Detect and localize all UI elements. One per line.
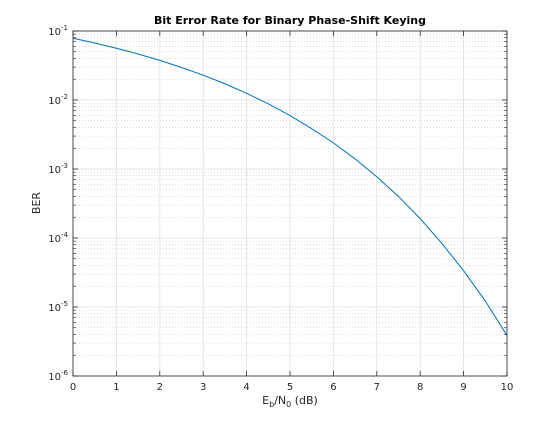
x-axis-label: Eb/N0 (dB) xyxy=(262,394,318,409)
y-tick-label-base: 10 xyxy=(48,303,61,314)
y-tick-label-base: 10 xyxy=(48,96,61,107)
series-line xyxy=(72,37,508,336)
y-tick-label-base: 10 xyxy=(48,165,61,176)
y-tick-label: 10-5 xyxy=(48,300,68,314)
x-tick-label: 0 xyxy=(70,382,76,393)
x-axis-label-sub2: 0 xyxy=(286,400,291,409)
y-axis-label: BER xyxy=(30,192,43,214)
axis-ticks xyxy=(72,30,508,377)
x-tick-label: 10 xyxy=(501,382,514,393)
y-tick-label-exponent: -4 xyxy=(61,231,69,239)
x-tick-label: 5 xyxy=(287,382,293,393)
x-tick-label: 4 xyxy=(243,382,249,393)
y-tick-label: 10-4 xyxy=(48,231,68,245)
y-tick-label-exponent: -2 xyxy=(61,93,68,101)
x-axis-label-sub1: b xyxy=(269,400,274,409)
x-tick-label: 8 xyxy=(417,382,423,393)
y-tick-labels: 10-610-510-410-310-210-1 xyxy=(48,24,68,383)
y-tick-label-exponent: -1 xyxy=(61,24,68,32)
y-tick-label: 10-3 xyxy=(48,162,68,176)
x-tick-label: 9 xyxy=(460,382,466,393)
x-tick-label: 6 xyxy=(330,382,336,393)
chart-title: Bit Error Rate for Binary Phase-Shift Ke… xyxy=(154,14,426,27)
y-tick-label: 10-6 xyxy=(48,369,68,383)
x-tick-label: 2 xyxy=(157,382,163,393)
x-tick-labels: 0 1 2 3 4 5 6 7 8 9 10 xyxy=(70,382,514,393)
y-tick-label-base: 10 xyxy=(48,372,61,383)
y-tick-label-exponent: -5 xyxy=(61,300,68,308)
y-tick-label-exponent: -6 xyxy=(61,369,69,377)
x-axis-label-tail: (dB) xyxy=(291,394,318,407)
x-axis-label-mid: /N xyxy=(274,394,286,407)
y-tick-label: 10-1 xyxy=(48,24,68,38)
x-tick-label: 1 xyxy=(113,382,119,393)
y-tick-label-exponent: -3 xyxy=(61,162,68,170)
y-tick-label-base: 10 xyxy=(48,27,61,38)
x-tick-label: 7 xyxy=(374,382,380,393)
x-axis-label-base: E xyxy=(262,394,269,407)
y-tick-label: 10-2 xyxy=(48,93,68,107)
x-tick-label: 3 xyxy=(200,382,206,393)
y-tick-label-base: 10 xyxy=(48,234,61,245)
